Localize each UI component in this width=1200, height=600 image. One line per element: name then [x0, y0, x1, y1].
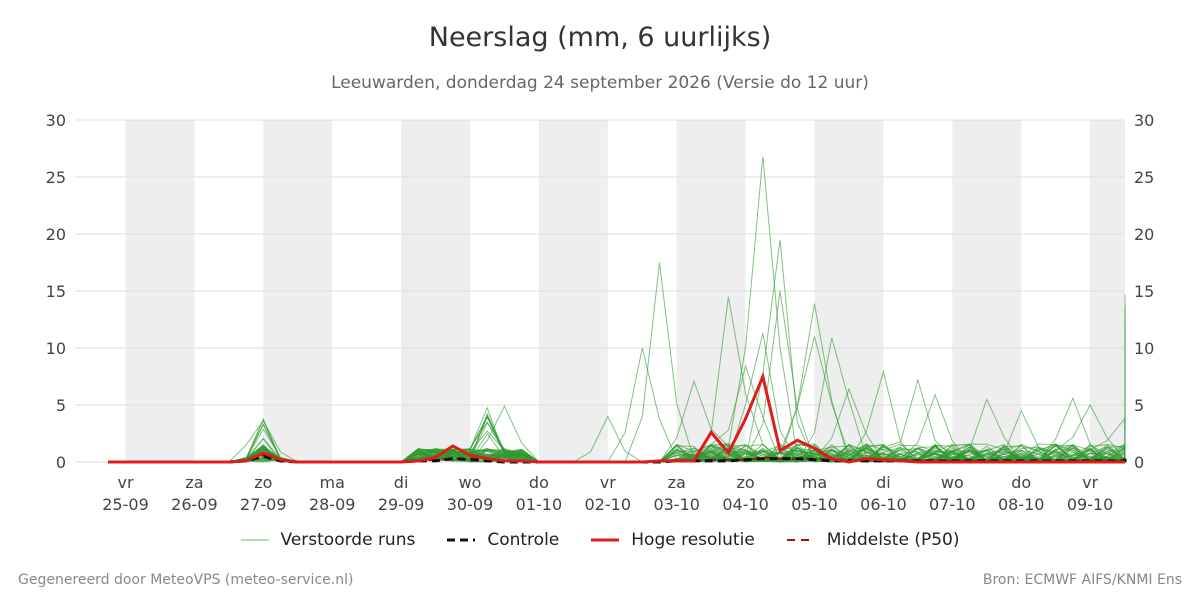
- x-tick-day: ma: [320, 473, 345, 492]
- legend-control-swatch: [447, 538, 476, 542]
- x-tick-day: wo: [459, 473, 482, 492]
- legend-item-hires[interactable]: Hoge resolutie: [591, 530, 755, 550]
- x-tick-date: 07-10: [929, 495, 976, 514]
- footer-source: Bron: ECMWF AIFS/KNMI Ens: [982, 572, 1182, 588]
- x-tick-day: wo: [941, 473, 964, 492]
- legend-control-label: Controle: [487, 530, 560, 550]
- x-tick-day: vr: [117, 473, 133, 492]
- x-tick-day: zo: [737, 473, 755, 492]
- x-tick-day: zo: [254, 473, 272, 492]
- x-tick-day: vr: [600, 473, 616, 492]
- y-tick-label-left: 5: [56, 396, 66, 415]
- x-tick-day: do: [529, 473, 549, 492]
- hires-line: [108, 371, 1125, 464]
- legend-members-label: Verstoorde runs: [280, 530, 416, 550]
- x-tick-date: 02-10: [585, 495, 632, 514]
- x-tick-date: 26-09: [171, 495, 218, 514]
- x-tick-day: do: [1011, 473, 1031, 492]
- x-tick-day: di: [394, 473, 409, 492]
- y-tick-label-left: 10: [46, 339, 66, 358]
- x-tick-date: 01-10: [516, 495, 563, 514]
- y-tick-label-right: 5: [1134, 396, 1144, 415]
- x-tick-day: za: [185, 473, 203, 492]
- y-tick-label-right: 0: [1134, 453, 1144, 472]
- y-tick-label-right: 20: [1134, 225, 1154, 244]
- y-axis-right: 0 5 10 15 20 25 30: [1134, 111, 1154, 472]
- y-tick-label-right: 25: [1134, 168, 1154, 187]
- x-tick-day: ma: [802, 473, 827, 492]
- chart-subtitle: Leeuwarden, donderdag 24 september 2026 …: [331, 73, 869, 93]
- y-tick-label-left: 25: [46, 168, 66, 187]
- x-tick-date: 29-09: [378, 495, 425, 514]
- y-tick-label-right: 10: [1134, 339, 1154, 358]
- x-tick-date: 06-10: [860, 495, 907, 514]
- x-tick-date: 27-09: [240, 495, 287, 514]
- x-tick-date: 08-10: [998, 495, 1045, 514]
- x-tick-date: 09-10: [1067, 495, 1114, 514]
- x-tick-day: vr: [1082, 473, 1098, 492]
- legend-p50-swatch: [786, 539, 815, 541]
- x-tick-day: di: [876, 473, 891, 492]
- precipitation-chart: 0 5 10 15 20 25 30 0 5 10 15 20 25 30 vr 25-09 za 26-09…: [46, 111, 1155, 514]
- y-tick-label-left: 0: [56, 453, 66, 472]
- legend-p50-label: Middelste (P50): [826, 530, 960, 550]
- legend-members-swatch: [240, 539, 269, 541]
- legend-item-members[interactable]: Verstoorde runs: [240, 530, 416, 550]
- x-tick-date: 03-10: [653, 495, 700, 514]
- y-tick-label-left: 30: [46, 111, 66, 130]
- x-tick-date: 28-09: [309, 495, 356, 514]
- y-tick-label-right: 15: [1134, 282, 1154, 301]
- x-tick-day: za: [668, 473, 686, 492]
- x-tick-date: 05-10: [791, 495, 838, 514]
- footer-generated-by: Gegenereerd door MeteoVPS (meteo-service…: [18, 572, 354, 588]
- main-series: [108, 371, 1127, 464]
- x-tick-date: 04-10: [722, 495, 769, 514]
- legend-hires-label: Hoge resolutie: [631, 530, 755, 550]
- x-tick-date: 25-09: [102, 495, 149, 514]
- x-tick-date: 30-09: [447, 495, 494, 514]
- legend-item-control[interactable]: Controle: [447, 530, 559, 550]
- y-tick-label-left: 20: [46, 225, 66, 244]
- legend: Verstoorde runs Controle Hoge resolutie …: [0, 530, 1200, 550]
- legend-hires-swatch: [591, 538, 620, 542]
- x-axis: vr 25-09 za 26-09 zo 27-09 ma 28-09 di 29-09 wo 30-…: [102, 473, 1113, 514]
- y-axis-left: 0 5 10 15 20 25 30: [46, 111, 66, 472]
- chart-title: Neerslag (mm, 6 uurlijks): [428, 22, 772, 53]
- y-tick-label-right: 30: [1134, 111, 1154, 130]
- y-tick-label-left: 15: [46, 282, 66, 301]
- legend-item-p50[interactable]: Middelste (P50): [786, 530, 960, 550]
